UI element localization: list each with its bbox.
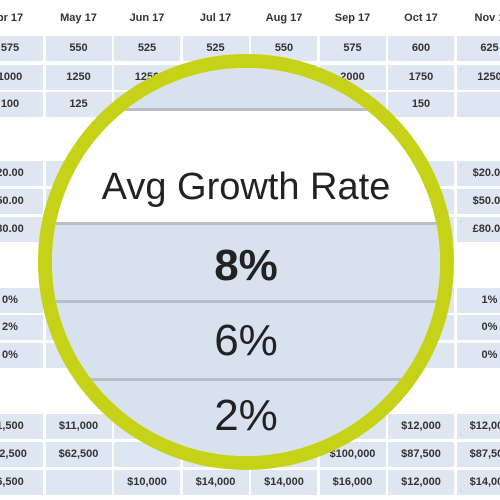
magnified-row: [52, 225, 440, 300]
cell: 1,500: [0, 413, 43, 439]
cell: 575: [0, 35, 43, 61]
column-header: May 17: [45, 5, 112, 31]
cell: 6,500: [0, 469, 43, 495]
cell: 525: [114, 35, 180, 61]
magnified-row: [52, 68, 440, 108]
row-separator: [52, 222, 440, 225]
cell: 62,500: [0, 441, 43, 467]
cell: $50.00: [456, 188, 500, 214]
column-header: pr 17: [0, 5, 43, 31]
cell: 2%: [0, 314, 43, 340]
cell: 50.00: [0, 188, 43, 214]
magnified-value: 8%: [214, 241, 278, 290]
cell: $14,000: [251, 469, 317, 495]
cell: $20.00: [456, 160, 500, 186]
row-separator: [52, 300, 440, 303]
cell: 0%: [0, 287, 43, 313]
cell: 575: [319, 35, 386, 61]
magnified-row: [52, 381, 440, 456]
cell: $14,000: [456, 469, 500, 495]
column-header: Jul 17: [182, 5, 249, 31]
cell: 600: [388, 35, 454, 61]
column-header: Nov 1: [456, 5, 500, 31]
cell: 625: [456, 35, 500, 61]
magnified-value: 6%: [214, 316, 278, 365]
column-header: Aug 17: [251, 5, 317, 31]
magnified-value: 2%: [214, 391, 278, 440]
cell: 0%: [456, 342, 500, 368]
row-separator: [52, 378, 440, 381]
cell: 80.00: [0, 216, 43, 242]
column-header: Sep 17: [319, 5, 386, 31]
magnified-title: Avg Growth Rate: [101, 166, 391, 208]
column-header: Oct 17: [388, 5, 454, 31]
magnified-row: [52, 303, 440, 378]
cell: $16,000: [319, 469, 386, 495]
magnifier: Avg Growth Rate 8% 6% 2%: [38, 54, 454, 470]
cell: 1000: [0, 64, 43, 90]
cell: $14,000: [182, 469, 249, 495]
cell: 1250: [456, 64, 500, 90]
cell: 100: [0, 91, 43, 117]
cell: 20.00: [0, 160, 43, 186]
cell: 0%: [0, 342, 43, 368]
cell: [45, 469, 112, 495]
cell: $87,500: [456, 441, 500, 467]
row-separator: [52, 108, 440, 111]
cell: $10,000: [114, 469, 180, 495]
column-header: Jun 17: [114, 5, 180, 31]
cell: 1%: [456, 287, 500, 313]
cell: 0%: [456, 314, 500, 340]
cell: $12,000: [456, 413, 500, 439]
cell: 550: [45, 35, 112, 61]
cell: $12,000: [388, 469, 454, 495]
cell: [456, 91, 500, 117]
cell: £80.00: [456, 216, 500, 242]
